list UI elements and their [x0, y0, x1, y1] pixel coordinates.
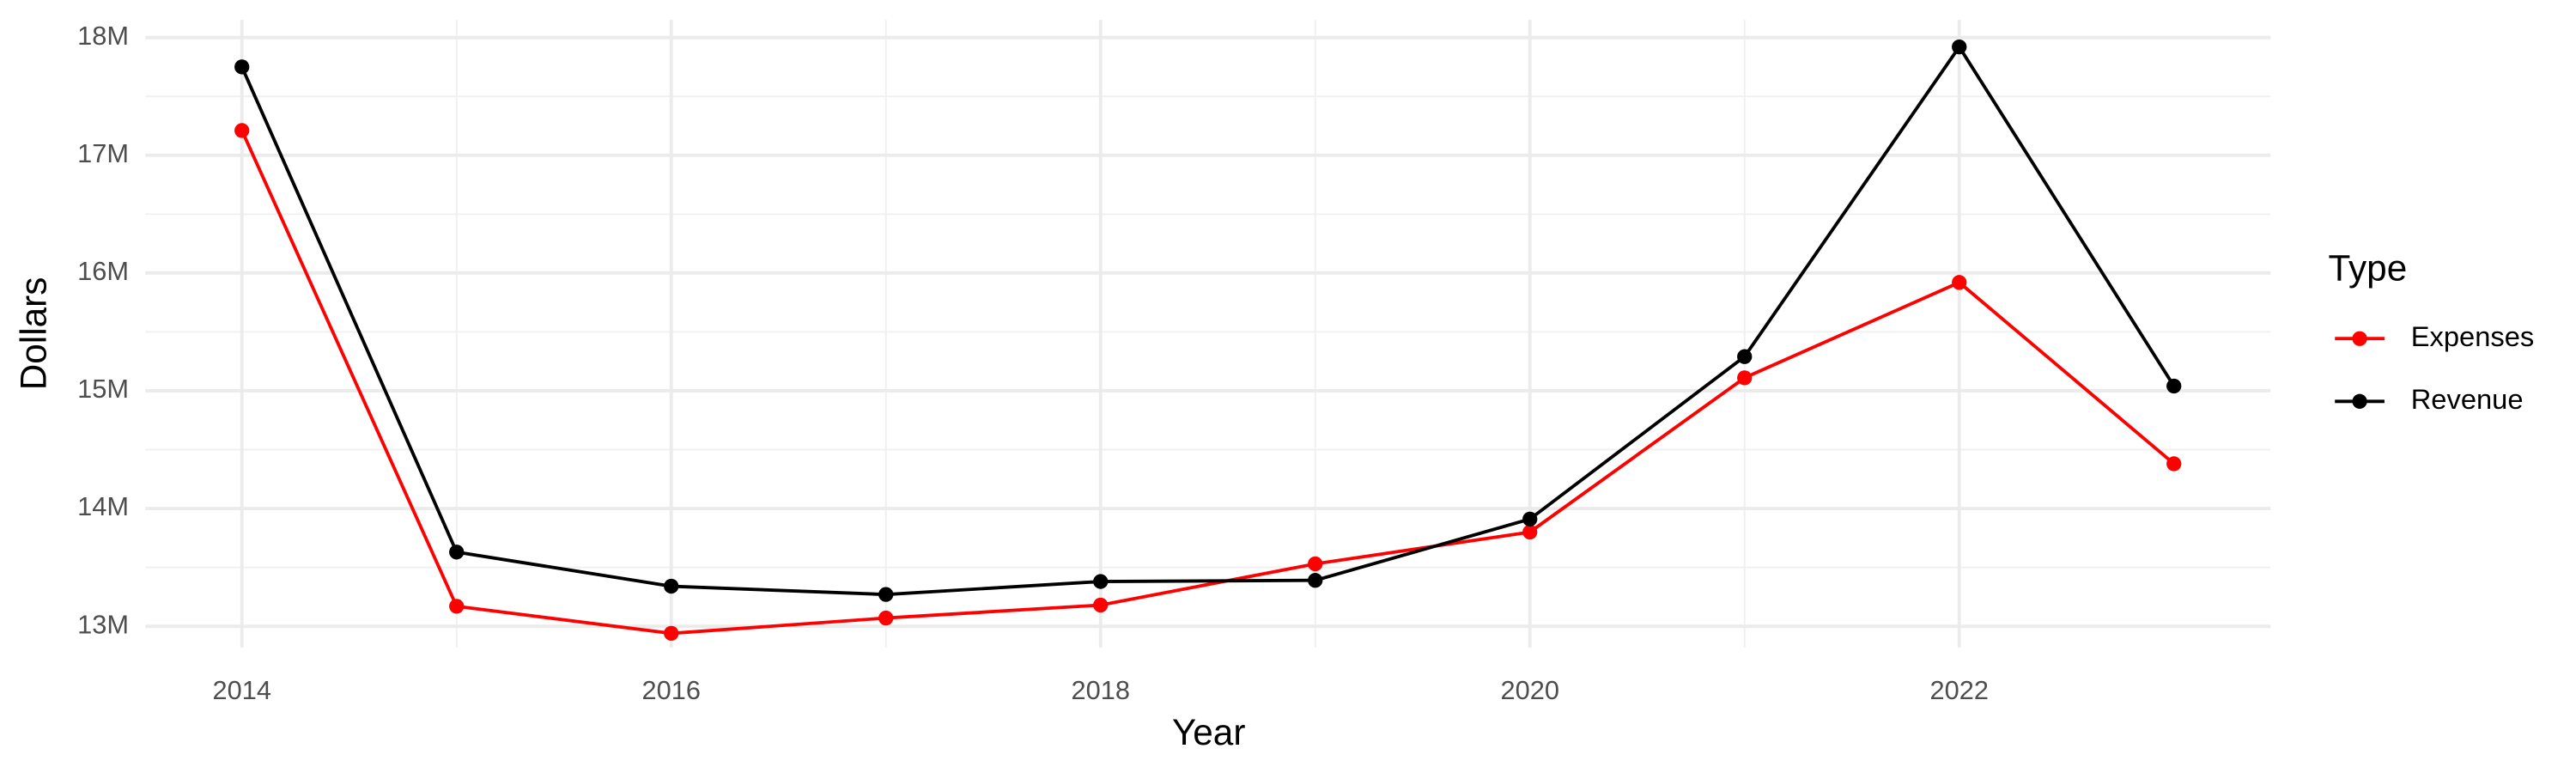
point: [664, 625, 679, 642]
y-tick-label: 16M: [77, 256, 129, 286]
point: [878, 610, 894, 626]
point: [1093, 597, 1109, 613]
point: [1308, 556, 1323, 572]
y-tick-label: 15M: [77, 374, 129, 404]
legend-label: Revenue: [2411, 383, 2524, 415]
y-tick-label: 14M: [77, 491, 129, 521]
line: [240, 44, 2176, 597]
y-tick-label: 17M: [77, 138, 129, 168]
point: [2166, 456, 2182, 472]
point: [1308, 573, 1323, 588]
x-tick-label: 2018: [1072, 675, 1130, 705]
legend-key-point: [2352, 393, 2367, 409]
legend-key-point: [2352, 331, 2367, 346]
point: [2166, 378, 2182, 394]
point: [1952, 39, 1967, 55]
point: [1952, 275, 1967, 290]
legend-label: Expenses: [2411, 320, 2535, 352]
point: [1737, 349, 1753, 364]
x-axis-title: Year: [1172, 712, 1245, 752]
point: [1522, 524, 1538, 540]
x-tick-label: 2020: [1501, 675, 1559, 705]
y-axis-title: Dollars: [13, 277, 53, 391]
legend-title: Type: [2329, 248, 2408, 289]
point: [1737, 370, 1753, 386]
point: [449, 545, 465, 560]
point: [449, 599, 465, 614]
point: [1093, 574, 1109, 589]
point: [234, 123, 250, 138]
y-tick-label: 13M: [77, 609, 129, 639]
x-tick-label: 2016: [642, 675, 701, 705]
point: [1522, 511, 1538, 527]
x-tick-label: 2014: [213, 675, 271, 705]
line: [240, 130, 2175, 636]
point: [878, 587, 894, 602]
y-tick-label: 18M: [77, 21, 129, 51]
point: [234, 59, 250, 75]
x-tick-label: 2022: [1930, 675, 1989, 705]
point: [664, 578, 679, 594]
